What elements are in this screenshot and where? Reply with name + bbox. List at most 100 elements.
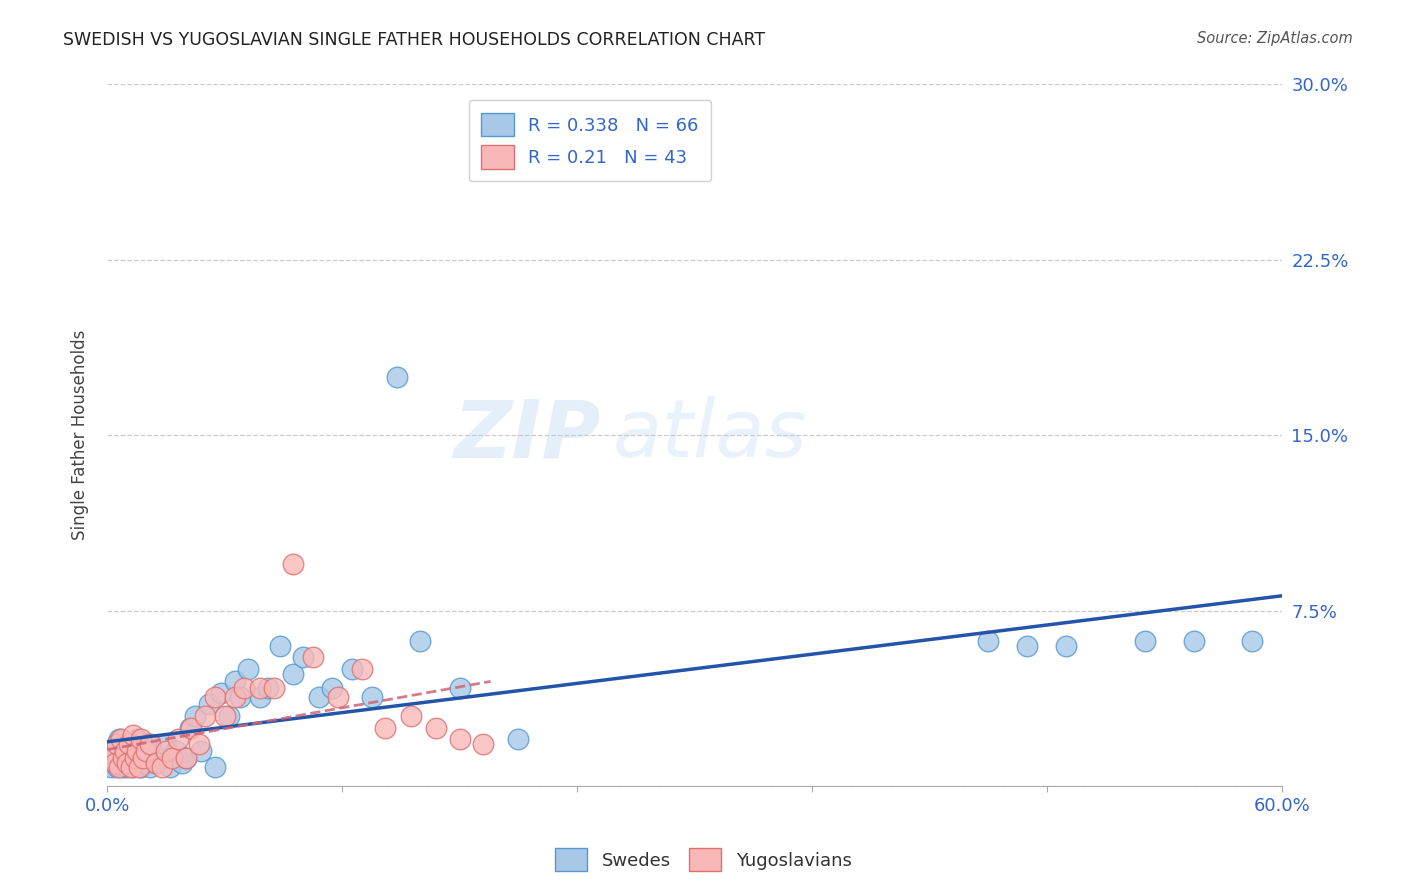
- Point: [150, 760, 173, 774]
- Point: [125, 756, 148, 770]
- Point: [238, 662, 260, 676]
- Point: [118, 737, 141, 751]
- Point: [115, 744, 138, 758]
- Text: Source: ZipAtlas.com: Source: ZipAtlas.com: [1197, 31, 1353, 46]
- Point: [100, 760, 122, 774]
- Point: [308, 690, 330, 705]
- Point: [233, 681, 256, 695]
- Point: [111, 737, 134, 751]
- Point: [104, 744, 127, 758]
- Point: [283, 557, 305, 571]
- Point: [110, 732, 132, 747]
- Legend: R = 0.338   N = 66, R = 0.21   N = 43: R = 0.338 N = 66, R = 0.21 N = 43: [468, 101, 711, 181]
- Point: [301, 650, 323, 665]
- Point: [508, 732, 530, 747]
- Point: [209, 685, 232, 699]
- Point: [425, 721, 447, 735]
- Point: [159, 760, 181, 774]
- Point: [360, 690, 382, 705]
- Point: [125, 744, 148, 758]
- Point: [131, 751, 153, 765]
- Point: [145, 756, 167, 770]
- Text: SWEDISH VS YUGOSLAVIAN SINGLE FATHER HOUSEHOLDS CORRELATION CHART: SWEDISH VS YUGOSLAVIAN SINGLE FATHER HOU…: [63, 31, 765, 49]
- Point: [105, 737, 128, 751]
- Point: [105, 760, 128, 774]
- Point: [101, 751, 124, 765]
- Point: [1017, 639, 1039, 653]
- Point: [129, 760, 152, 774]
- Point: [125, 732, 148, 747]
- Point: [149, 751, 172, 765]
- Point: [449, 681, 471, 695]
- Point: [170, 756, 193, 770]
- Point: [124, 744, 146, 758]
- Point: [155, 737, 177, 751]
- Point: [321, 681, 343, 695]
- Point: [111, 751, 134, 765]
- Point: [180, 721, 202, 735]
- Point: [128, 760, 150, 774]
- Y-axis label: Single Father Households: Single Father Households: [72, 330, 89, 541]
- Point: [114, 744, 136, 758]
- Point: [256, 681, 278, 695]
- Point: [977, 634, 1000, 648]
- Point: [198, 698, 221, 712]
- Point: [131, 744, 153, 758]
- Text: atlas: atlas: [612, 396, 807, 475]
- Point: [409, 634, 432, 648]
- Point: [139, 737, 162, 751]
- Point: [283, 666, 305, 681]
- Point: [118, 756, 141, 770]
- Point: [121, 760, 143, 774]
- Point: [101, 744, 124, 758]
- Point: [184, 709, 207, 723]
- Point: [108, 760, 131, 774]
- Text: ZIP: ZIP: [453, 396, 600, 475]
- Point: [224, 690, 246, 705]
- Legend: Swedes, Yugoslavians: Swedes, Yugoslavians: [547, 841, 859, 879]
- Point: [111, 760, 134, 774]
- Point: [124, 751, 146, 765]
- Point: [374, 721, 396, 735]
- Point: [110, 751, 132, 765]
- Point: [120, 751, 142, 765]
- Point: [128, 751, 150, 765]
- Point: [139, 760, 162, 774]
- Point: [108, 756, 131, 770]
- Point: [188, 737, 211, 751]
- Point: [166, 732, 188, 747]
- Point: [108, 732, 131, 747]
- Point: [249, 681, 271, 695]
- Point: [174, 751, 197, 765]
- Point: [263, 681, 285, 695]
- Point: [328, 690, 350, 705]
- Point: [218, 709, 240, 723]
- Point: [115, 756, 138, 770]
- Point: [135, 744, 157, 758]
- Point: [1054, 639, 1077, 653]
- Point: [449, 732, 471, 747]
- Point: [165, 744, 187, 758]
- Point: [190, 744, 212, 758]
- Point: [104, 756, 127, 770]
- Point: [350, 662, 373, 676]
- Point: [385, 369, 408, 384]
- Point: [399, 709, 422, 723]
- Point: [472, 737, 495, 751]
- Point: [114, 751, 136, 765]
- Point: [269, 639, 291, 653]
- Point: [160, 751, 183, 765]
- Point: [121, 728, 143, 742]
- Point: [120, 760, 142, 774]
- Point: [115, 760, 138, 774]
- Point: [135, 751, 157, 765]
- Point: [1182, 634, 1205, 648]
- Point: [105, 737, 128, 751]
- Point: [134, 756, 156, 770]
- Point: [214, 709, 236, 723]
- Point: [194, 709, 217, 723]
- Point: [120, 737, 142, 751]
- Point: [141, 744, 163, 758]
- Point: [1241, 634, 1264, 648]
- Point: [224, 673, 246, 688]
